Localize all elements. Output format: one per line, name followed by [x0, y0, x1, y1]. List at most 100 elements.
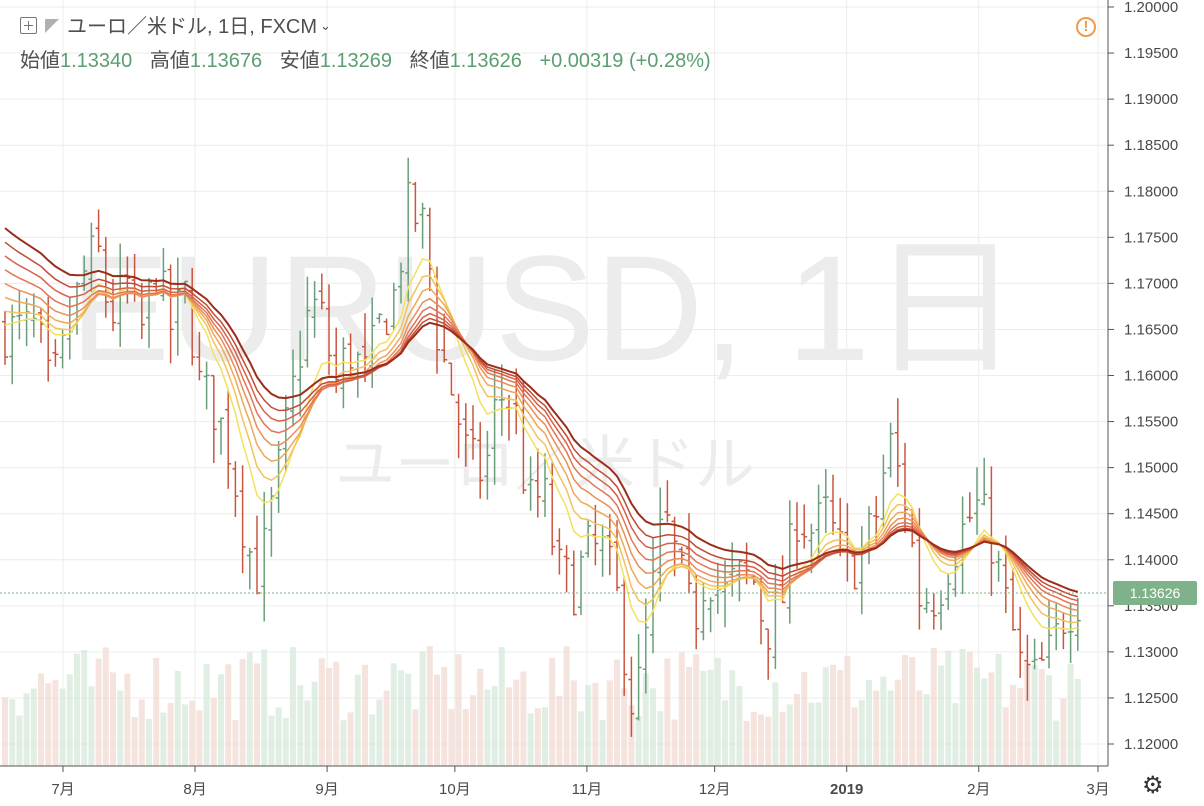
- volume-bar: [268, 715, 275, 766]
- ohlc-bar: [189, 267, 196, 366]
- ohlc-bar: [45, 296, 52, 382]
- volume-bar: [815, 702, 822, 766]
- ohlc-bar: [599, 524, 606, 577]
- volume-bars: [2, 646, 1081, 766]
- volume-bar: [38, 673, 44, 766]
- ohlc-bar: [477, 422, 484, 499]
- volume-bar: [534, 708, 541, 766]
- ohlc-bar: [275, 441, 282, 513]
- ohlc-bar: [563, 545, 570, 593]
- ohlc-bar: [491, 368, 498, 485]
- volume-bar: [772, 682, 779, 766]
- time-axis: 7月 8月 9月 10月 11月 12月 2019 2月 3月: [0, 765, 1110, 798]
- high-value: 1.13676: [189, 50, 263, 72]
- volume-bar: [405, 673, 412, 766]
- ohlc-bar: [988, 466, 995, 597]
- warning-icon[interactable]: !: [1076, 17, 1096, 37]
- chart-grid: [0, 0, 1108, 766]
- volume-bar: [902, 655, 908, 766]
- volume-bar: [1002, 707, 1009, 766]
- volume-bar: [1024, 663, 1031, 766]
- close-label: 終値: [409, 50, 450, 72]
- volume-bar: [167, 703, 174, 766]
- chevron-down-icon[interactable]: ⌄: [320, 18, 331, 33]
- volume-bar: [894, 679, 901, 766]
- ohlc-bar: [880, 454, 887, 528]
- gear-icon[interactable]: ⚙: [1142, 772, 1164, 799]
- volume-bar: [362, 664, 368, 766]
- ohlc-bar: [304, 276, 311, 368]
- volume-bar: [887, 690, 894, 766]
- volume-bar: [225, 664, 232, 766]
- ohlc-bar: [347, 333, 354, 377]
- volume-bar: [290, 647, 296, 766]
- ohlc-bar: [462, 403, 469, 467]
- volume-bar: [419, 651, 426, 766]
- volume-bar: [1060, 698, 1067, 766]
- volume-bar: [556, 695, 563, 766]
- volume-bar: [686, 667, 692, 766]
- expand-icon[interactable]: [20, 17, 37, 34]
- ohlc-bar: [290, 349, 296, 427]
- high-label: 高値: [149, 50, 190, 72]
- ohlc-bar: [311, 281, 318, 338]
- ohlc-bar: [592, 504, 599, 566]
- volume-bar: [102, 647, 109, 766]
- volume-bar: [369, 714, 376, 766]
- ohlc-bar: [1031, 638, 1038, 670]
- volume-bar: [1038, 669, 1045, 766]
- ohlc-bar: [765, 628, 772, 680]
- ohlc-bar: [318, 273, 325, 310]
- ohlc-bar: [95, 209, 102, 253]
- ohlc-bar: [830, 474, 836, 535]
- volume-bar: [491, 686, 498, 766]
- volume-bar: [398, 670, 404, 766]
- ma-ribbon: [4, 227, 1079, 631]
- ohlc-bar: [794, 502, 800, 569]
- volume-bar: [455, 654, 462, 766]
- volume-bar: [909, 657, 916, 766]
- volume-bar: [59, 688, 66, 766]
- volume-bar: [124, 673, 131, 766]
- volume-bar: [837, 669, 844, 766]
- symbol-title[interactable]: ユーロ／米ドル, 1日, FXCM: [67, 16, 318, 38]
- ohlc-bar: [261, 491, 268, 622]
- volume-bar: [182, 704, 188, 766]
- time-tick-label: 2019: [830, 781, 863, 798]
- price-tick-label: 1.14500: [1124, 506, 1178, 523]
- volume-bar: [1031, 664, 1038, 766]
- volume-bar: [239, 659, 246, 766]
- ohlc-bar: [383, 318, 390, 336]
- symbol-header[interactable]: ユーロ／米ドル, 1日, FXCM ⌄: [20, 10, 331, 39]
- volume-bar: [146, 718, 152, 766]
- ohlc-bar: [621, 577, 628, 696]
- volume-bar: [549, 658, 556, 766]
- volume-bar: [844, 656, 851, 766]
- ohlc-bar: [110, 278, 116, 332]
- volume-bar: [232, 719, 239, 766]
- low-label: 安値: [279, 50, 320, 72]
- ohlc-bar: [376, 313, 383, 324]
- price-tick-label: 1.16000: [1124, 368, 1178, 385]
- volume-bar: [930, 648, 937, 766]
- ohlc-bar: [628, 656, 635, 737]
- ohlc-bar: [923, 588, 930, 614]
- ohlc-bar: [30, 293, 37, 338]
- volume-bar: [743, 720, 750, 766]
- volume-bar: [318, 658, 325, 766]
- close-value: 1.13626: [449, 50, 522, 72]
- ma-line: [4, 269, 1078, 606]
- ohlc-bar: [974, 467, 980, 535]
- volume-bar: [722, 700, 728, 766]
- volume-bar: [758, 714, 764, 766]
- volume-bar: [1010, 684, 1016, 766]
- volume-bar: [952, 703, 959, 766]
- volume-bar: [606, 680, 613, 766]
- volume-bar: [822, 667, 829, 766]
- volume-bar: [750, 711, 757, 766]
- ohlc-bar: [297, 330, 304, 417]
- volume-bar: [866, 679, 872, 766]
- volume-bar: [542, 707, 548, 766]
- volume-bar: [1067, 664, 1074, 766]
